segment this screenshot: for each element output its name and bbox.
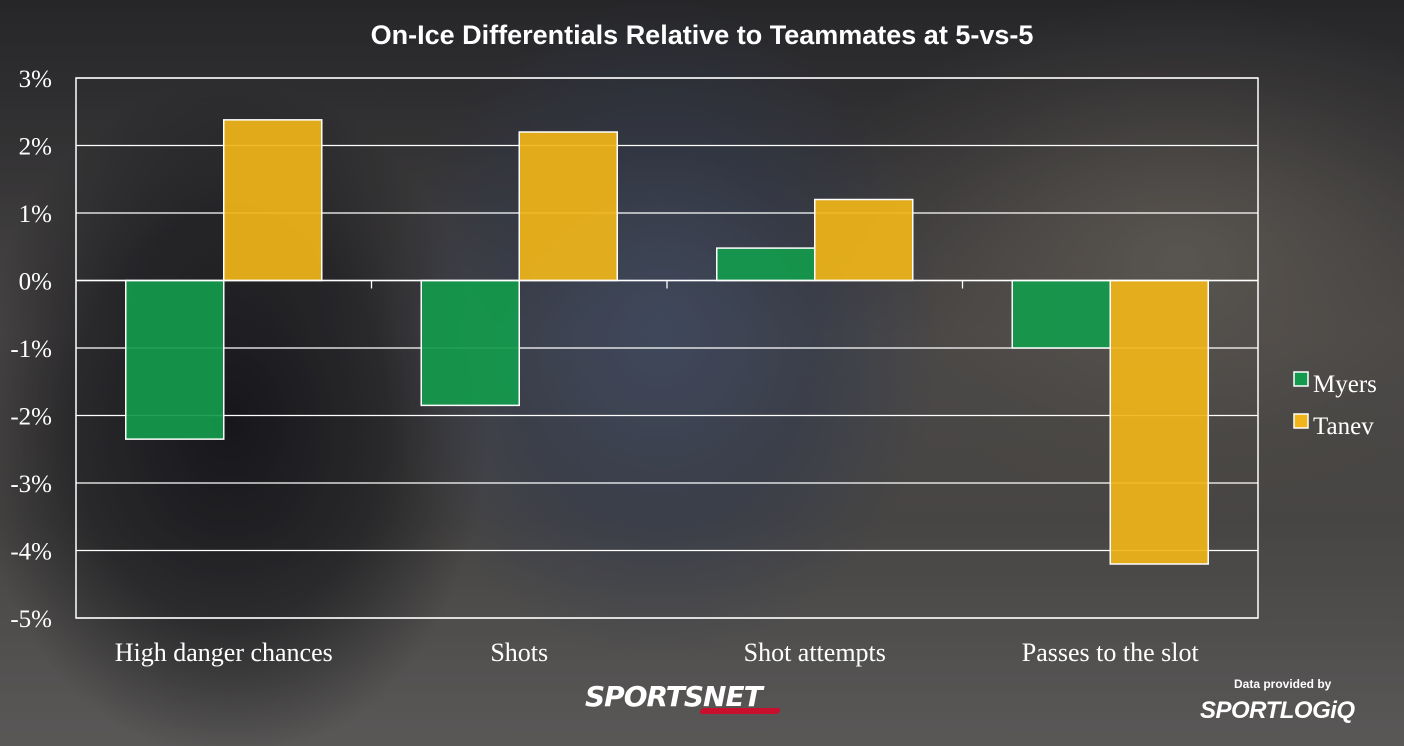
legend-swatch (1293, 413, 1309, 429)
y-axis-ticks: 3% 2% 1% 0% -1% -2% -3% -4% -5% (10, 66, 52, 633)
sportlogiq-logo: SPORTLOGiQ (1200, 697, 1355, 724)
legend-swatch (1293, 371, 1309, 387)
data-credit-text: Data provided by (1234, 677, 1332, 691)
x-tick-label: Passes to the slot (1022, 638, 1200, 667)
legend: Myers Tanev (1293, 371, 1377, 440)
bar-tanev-2 (814, 198, 914, 282)
y-tick-label: 1% (19, 201, 52, 228)
sportsnet-logo: SPORTSNET (585, 680, 763, 713)
bar-tanev-1 (518, 131, 618, 282)
y-tick-label: -2% (10, 404, 52, 431)
legend-label: Myers (1313, 371, 1377, 398)
y-tick-label: -5% (10, 606, 52, 633)
bar-tanev-3 (1109, 279, 1209, 565)
bar-myers-1 (420, 279, 520, 407)
chart-title: On-Ice Differentials Relative to Teammat… (371, 20, 1034, 50)
bar-myers-3 (1011, 279, 1111, 349)
y-tick-label: 2% (19, 134, 52, 161)
x-tick-label: Shots (490, 638, 548, 667)
y-tick-label: -1% (10, 336, 52, 363)
y-tick-label: -3% (10, 471, 52, 498)
y-tick-label: 3% (19, 66, 52, 93)
bar-myers-2 (716, 247, 816, 282)
sportsnet-swoosh (698, 708, 782, 714)
bar-myers-0 (125, 279, 225, 440)
x-tick-label: High danger chances (115, 638, 333, 667)
y-tick-label: 0% (19, 269, 52, 296)
x-axis-ticks: High danger chances Shots Shot attempts Pas… (115, 638, 1200, 667)
bars-group (76, 119, 1258, 565)
y-tick-label: -4% (10, 539, 52, 566)
legend-label: Tanev (1313, 413, 1374, 440)
bar-tanev-0 (223, 119, 323, 282)
x-tick-label: Shot attempts (744, 638, 886, 667)
